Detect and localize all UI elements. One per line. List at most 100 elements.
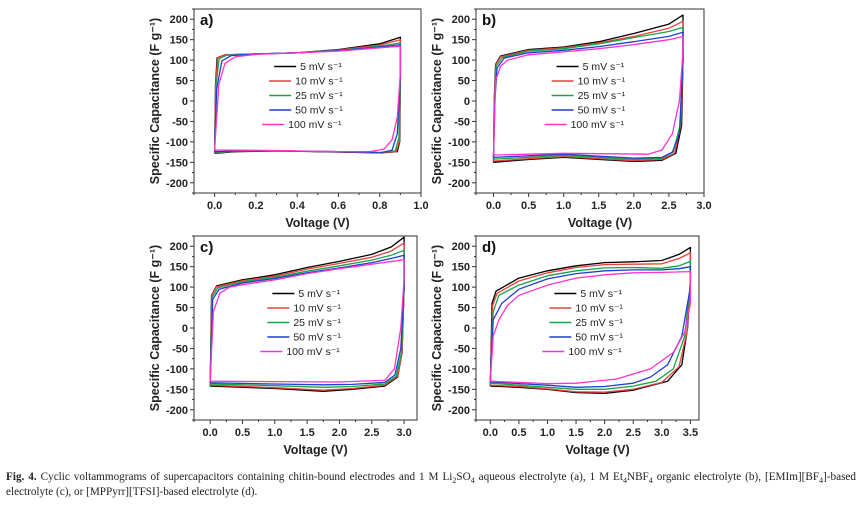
chart-panel-c: 0.0 0.5 1.0 1.5 2.0 2.5 3.0 -200 -150 -100 -50 0 50 1… — [148, 235, 418, 457]
x-tick-label: 0.5 — [235, 427, 250, 439]
y-tick-label: 50 — [176, 303, 188, 315]
y-tick-label: -50 — [454, 116, 470, 128]
caption-subscript: 4 — [648, 476, 653, 486]
x-tick-label: 0.6 — [331, 200, 346, 212]
x-tick-label: 2.0 — [597, 427, 612, 439]
x-tick-label: 2.0 — [626, 200, 641, 212]
series-line-0 — [489, 246, 692, 395]
y-tick-label: -50 — [172, 116, 188, 128]
series-line-4 — [213, 45, 402, 153]
y-tick-label: 150 — [452, 35, 470, 47]
series-line-2 — [489, 260, 692, 390]
y-tick-label: 50 — [458, 76, 470, 88]
x-tick-label: 3.0 — [396, 427, 411, 439]
y-tick-label: 100 — [170, 282, 188, 294]
legend-label: 100 mV s⁻¹ — [571, 119, 625, 131]
y-tick-label: 0 — [182, 96, 188, 108]
y-tick-label: -50 — [172, 343, 188, 355]
x-tick-label: 0.2 — [248, 200, 263, 212]
legend: 5 mV s⁻¹ 10 mV s⁻¹ 25 mV s⁻¹ 50 mV s⁻¹ 100 m… — [262, 61, 343, 131]
caption-label: Fig. 4. — [6, 471, 37, 483]
legend-label: 100 mV s⁻¹ — [288, 119, 342, 131]
legend-label: 25 mV s⁻¹ — [295, 90, 343, 102]
series-line-2 — [209, 249, 405, 388]
caption-text: Cyclic voltammograms of supercapacitors … — [6, 471, 856, 498]
y-tick-label: -150 — [166, 157, 188, 169]
x-axis-label: Voltage (V) — [568, 216, 632, 230]
y-tick-label: 0 — [464, 96, 470, 108]
legend-label: 50 mV s⁻¹ — [575, 332, 623, 344]
chart-panel-b: 0.0 0.5 1.0 1.5 2.0 2.5 3.0 -200 -150 -100 -50 0 50 1… — [430, 8, 712, 230]
legend-label: 50 mV s⁻¹ — [578, 105, 626, 117]
caption-fragment: ]-based electrolyte (c), or [MPPyrr][TFS… — [6, 471, 856, 498]
y-tick-label: 200 — [170, 241, 188, 253]
legend-label: 10 mV s⁻¹ — [575, 303, 623, 315]
series-line-2 — [492, 26, 684, 161]
y-tick-label: -50 — [454, 343, 470, 355]
chart-panel-a: 0.0 0.2 0.4 0.6 0.8 1.0 -200 -150 -100 -50 0 50 100 1… — [148, 8, 429, 230]
y-tick-label: -100 — [166, 364, 188, 376]
y-tick-label: 100 — [170, 55, 188, 67]
legend-label: 100 mV s⁻¹ — [286, 346, 340, 358]
y-tick-label: 100 — [452, 55, 470, 67]
series-line-4 — [492, 35, 684, 156]
x-tick-label: 1.0 — [413, 200, 428, 212]
caption-fragment: NBF — [627, 471, 649, 483]
panel-label: a) — [200, 12, 213, 29]
legend-label: 5 mV s⁻¹ — [580, 288, 622, 300]
y-tick-label: -200 — [166, 405, 188, 417]
x-tick-label: 0.5 — [511, 427, 526, 439]
legend-label: 5 mV s⁻¹ — [300, 61, 342, 73]
y-tick-label: -100 — [448, 364, 470, 376]
y-tick-label: -200 — [166, 178, 188, 190]
y-axis-label: Specific Capacitance (F g⁻¹) — [148, 18, 162, 184]
panel-label: d) — [482, 239, 496, 256]
series-line-1 — [209, 242, 405, 391]
x-tick-label: 1.5 — [299, 427, 314, 439]
series-line-0 — [209, 236, 405, 393]
y-tick-label: 200 — [170, 14, 188, 26]
y-tick-label: 200 — [452, 14, 470, 26]
legend-label: 5 mV s⁻¹ — [583, 61, 625, 73]
figure-panels: 0.0 0.2 0.4 0.6 0.8 1.0 -200 -150 -100 -50 0 50 100 1… — [148, 8, 712, 457]
x-tick-label: 1.0 — [556, 200, 571, 212]
x-tick-label: 0.0 — [203, 427, 218, 439]
series-line-0 — [492, 14, 684, 163]
y-tick-label: 50 — [176, 76, 188, 88]
series-line-4 — [209, 259, 405, 383]
series-line-3 — [492, 31, 684, 159]
x-tick-label: 2.5 — [626, 427, 641, 439]
caption-fragment: organic electrolyte (b), [EMIm][BF — [652, 471, 820, 483]
y-tick-label: -100 — [166, 137, 188, 149]
x-tick-label: 3.5 — [683, 427, 698, 439]
panel-label: b) — [482, 12, 496, 29]
legend-label: 10 mV s⁻¹ — [295, 76, 343, 88]
x-tick-label: 2.5 — [661, 200, 676, 212]
y-tick-label: -150 — [448, 157, 470, 169]
legend-label: 25 mV s⁻¹ — [293, 317, 341, 329]
legend: 5 mV s⁻¹ 10 mV s⁻¹ 25 mV s⁻¹ 50 mV s⁻¹ 100 m… — [542, 288, 623, 358]
y-tick-label: 0 — [464, 323, 470, 335]
x-tick-label: 0.0 — [207, 200, 222, 212]
series-line-1 — [489, 252, 692, 393]
x-tick-label: 0.5 — [521, 200, 536, 212]
caption-subscript: 4 — [470, 476, 475, 486]
y-tick-label: 0 — [182, 323, 188, 335]
series-line-1 — [492, 20, 684, 162]
y-tick-label: 50 — [458, 303, 470, 315]
x-tick-label: 3.0 — [696, 200, 711, 212]
legend-label: 25 mV s⁻¹ — [578, 90, 626, 102]
series-line-4 — [489, 270, 692, 385]
y-tick-label: -150 — [448, 384, 470, 396]
legend-label: 10 mV s⁻¹ — [578, 76, 626, 88]
x-axis-label: Voltage (V) — [285, 216, 349, 230]
x-axis-label: Voltage (V) — [283, 443, 347, 457]
caption-fragment: SO — [456, 471, 471, 483]
x-tick-label: 2.0 — [332, 427, 347, 439]
y-tick-label: 100 — [452, 282, 470, 294]
legend-label: 100 mV s⁻¹ — [568, 346, 622, 358]
figure-caption: Fig. 4. Cyclic voltammograms of supercap… — [6, 470, 856, 500]
y-tick-label: -150 — [166, 384, 188, 396]
x-tick-label: 0.0 — [483, 427, 498, 439]
panel-label: c) — [200, 239, 213, 256]
